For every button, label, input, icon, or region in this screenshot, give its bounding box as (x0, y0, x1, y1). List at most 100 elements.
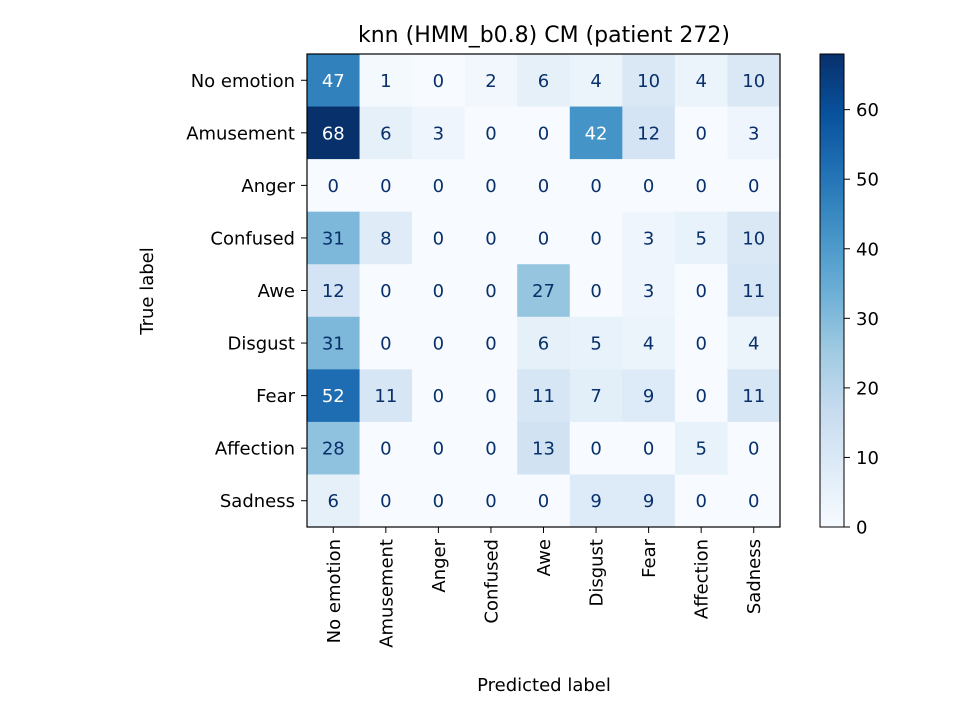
cell-value-label: 0 (695, 176, 706, 197)
cell-value-label: 3 (748, 123, 759, 144)
matrix-cell (727, 316, 781, 370)
matrix-cell (569, 421, 623, 475)
y-tick-label: No emotion (191, 71, 295, 92)
x-tick-label: Amusement (376, 539, 397, 648)
colorbar-tick-label: 30 (856, 309, 879, 330)
matrix-cell (727, 211, 781, 265)
matrix-cell (307, 211, 361, 265)
matrix-cell (674, 316, 728, 370)
matrix-cell (464, 421, 518, 475)
cell-value-label: 0 (485, 386, 496, 407)
cell-value-label: 52 (322, 386, 345, 407)
matrix-cell (727, 159, 781, 213)
y-tick-label: Sadness (220, 491, 295, 512)
y-axis-ticks: No emotion Amusement Anger Confused Awe Disgu… (186, 71, 307, 512)
x-tick-label: Fear (639, 538, 660, 577)
matrix-cell (727, 54, 781, 108)
y-tick-label: Amusement (186, 123, 295, 144)
matrix-cell (307, 106, 361, 160)
cell-value-label: 27 (532, 281, 555, 302)
cell-value-label: 10 (742, 71, 765, 92)
matrix-cell (622, 54, 676, 108)
cell-value-label: 0 (590, 176, 601, 197)
cell-value-label: 47 (322, 71, 345, 92)
cell-value-label: 6 (538, 71, 549, 92)
matrix-cell (307, 474, 361, 528)
matrix-cell (674, 159, 728, 213)
matrix-cell (674, 264, 728, 318)
matrix-cell (517, 264, 571, 318)
matrix-cell (464, 264, 518, 318)
colorbar-tick-label: 20 (856, 378, 879, 399)
cell-value-label: 3 (643, 281, 654, 302)
x-axis-ticks: No emotion Amusement Anger Confused Awe Disgu… (324, 527, 765, 648)
cell-value-label: 8 (380, 228, 391, 249)
matrix-cell (307, 54, 361, 108)
y-axis-label: True label (137, 247, 158, 336)
matrix-cell (727, 106, 781, 160)
colorbar (819, 53, 845, 528)
matrix-cell (359, 474, 413, 528)
matrix-cell (307, 421, 361, 475)
matrix-cell (674, 474, 728, 528)
cell-value-label: 6 (538, 334, 549, 355)
matrix-cell (569, 264, 623, 318)
cell-value-label: 31 (322, 228, 345, 249)
matrix-cell (412, 369, 466, 423)
matrix-cell (569, 316, 623, 370)
matrix-cell (622, 369, 676, 423)
y-tick-label: Awe (258, 281, 295, 302)
colorbar-tick-label: 50 (856, 170, 879, 191)
cell-value-label: 0 (328, 176, 339, 197)
matrix-cell (569, 211, 623, 265)
cell-value-label: 0 (485, 334, 496, 355)
x-tick-label: Anger (429, 538, 450, 592)
x-tick-label: Awe (534, 539, 555, 576)
cell-value-label: 0 (643, 439, 654, 460)
cell-value-label: 13 (532, 439, 555, 460)
matrix-cell (622, 211, 676, 265)
matrix-cell (412, 474, 466, 528)
y-tick-label: Affection (215, 439, 295, 460)
matrix-cell (412, 54, 466, 108)
cell-value-label: 3 (643, 228, 654, 249)
cell-value-label: 10 (637, 71, 660, 92)
x-axis-label: Predicted label (477, 675, 611, 696)
matrix-cell (359, 159, 413, 213)
cell-value-label: 0 (433, 491, 444, 512)
x-tick-label: No emotion (324, 539, 345, 643)
matrix-cell (517, 106, 571, 160)
matrix-cell (517, 211, 571, 265)
matrix-cell (464, 316, 518, 370)
matrix-cell (622, 264, 676, 318)
cell-value-label: 0 (590, 228, 601, 249)
matrix-cell (622, 474, 676, 528)
matrix-cell (307, 159, 361, 213)
matrix-cell (307, 316, 361, 370)
matrix-cell (359, 54, 413, 108)
cell-value-label: 4 (748, 334, 759, 355)
y-tick-label: Fear (256, 386, 295, 407)
chart-title: knn (HMM_b0.8) CM (patient 272) (358, 23, 730, 48)
cell-value-label: 0 (485, 123, 496, 144)
matrix-cell (569, 369, 623, 423)
colorbar-tick-label: 60 (856, 100, 879, 121)
cell-value-label: 10 (742, 228, 765, 249)
matrix-cell (727, 264, 781, 318)
cell-value-label: 2 (485, 71, 496, 92)
cell-value-label: 6 (328, 491, 339, 512)
y-tick-label: Disgust (227, 334, 295, 355)
matrix-cell (622, 159, 676, 213)
cell-value-label: 3 (433, 123, 444, 144)
x-tick-label: Affection (692, 539, 713, 619)
cell-value-label: 0 (433, 439, 444, 460)
matrix-cell (517, 159, 571, 213)
cell-value-label: 0 (590, 281, 601, 302)
matrix-cell (569, 159, 623, 213)
cell-value-label: 0 (433, 176, 444, 197)
cell-value-label: 0 (748, 176, 759, 197)
cell-value-label: 68 (322, 123, 345, 144)
cell-value-label: 5 (590, 334, 601, 355)
